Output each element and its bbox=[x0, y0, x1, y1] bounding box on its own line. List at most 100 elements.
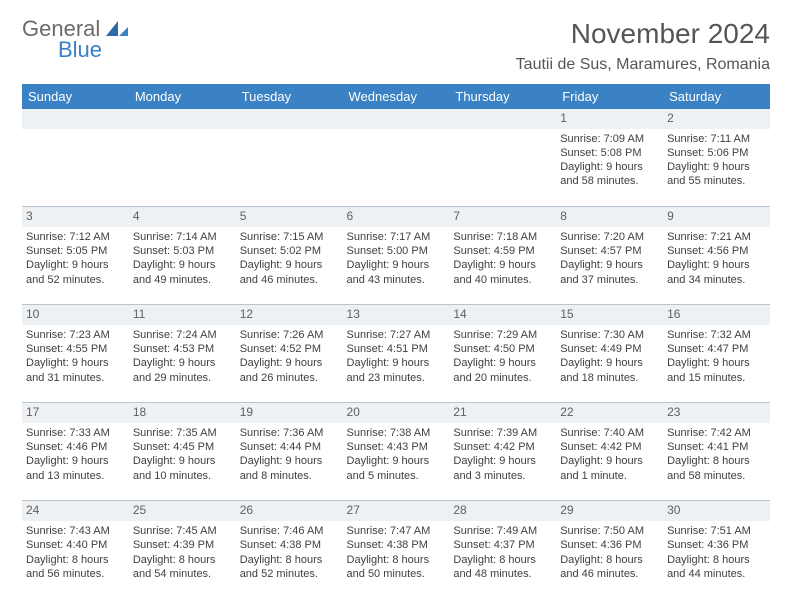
day-cell: Sunrise: 7:23 AMSunset: 4:55 PMDaylight:… bbox=[22, 325, 129, 403]
day-number: 12 bbox=[236, 305, 343, 325]
day-info: Sunrise: 7:09 AMSunset: 5:08 PMDaylight:… bbox=[560, 132, 659, 189]
day-number bbox=[236, 109, 343, 129]
brand-line2: Blue bbox=[58, 39, 102, 61]
day-info: Sunrise: 7:21 AMSunset: 4:56 PMDaylight:… bbox=[667, 230, 766, 287]
day-number: 17 bbox=[22, 403, 129, 423]
day-cell: Sunrise: 7:43 AMSunset: 4:40 PMDaylight:… bbox=[22, 521, 129, 599]
day-cell: Sunrise: 7:20 AMSunset: 4:57 PMDaylight:… bbox=[556, 227, 663, 305]
day-cell: Sunrise: 7:09 AMSunset: 5:08 PMDaylight:… bbox=[556, 129, 663, 207]
day-info: Sunrise: 7:33 AMSunset: 4:46 PMDaylight:… bbox=[26, 426, 125, 483]
day-info: Sunrise: 7:36 AMSunset: 4:44 PMDaylight:… bbox=[240, 426, 339, 483]
daynum-row: 24252627282930 bbox=[22, 501, 770, 521]
day-number: 22 bbox=[556, 403, 663, 423]
day-cell: Sunrise: 7:21 AMSunset: 4:56 PMDaylight:… bbox=[663, 227, 770, 305]
day-number: 14 bbox=[449, 305, 556, 325]
header: General Blue November 2024 Tautii de Sus… bbox=[22, 18, 770, 74]
day-number: 9 bbox=[663, 207, 770, 227]
day-info: Sunrise: 7:45 AMSunset: 4:39 PMDaylight:… bbox=[133, 524, 232, 581]
day-number: 26 bbox=[236, 501, 343, 521]
day-info: Sunrise: 7:38 AMSunset: 4:43 PMDaylight:… bbox=[347, 426, 446, 483]
info-row: Sunrise: 7:33 AMSunset: 4:46 PMDaylight:… bbox=[22, 423, 770, 501]
day-cell bbox=[22, 129, 129, 207]
day-number: 19 bbox=[236, 403, 343, 423]
day-header: Thursday bbox=[449, 84, 556, 109]
day-header: Saturday bbox=[663, 84, 770, 109]
day-number bbox=[449, 109, 556, 129]
day-info: Sunrise: 7:40 AMSunset: 4:42 PMDaylight:… bbox=[560, 426, 659, 483]
daynum-row: 17181920212223 bbox=[22, 403, 770, 423]
day-cell: Sunrise: 7:12 AMSunset: 5:05 PMDaylight:… bbox=[22, 227, 129, 305]
day-info: Sunrise: 7:26 AMSunset: 4:52 PMDaylight:… bbox=[240, 328, 339, 385]
day-cell: Sunrise: 7:11 AMSunset: 5:06 PMDaylight:… bbox=[663, 129, 770, 207]
day-cell: Sunrise: 7:32 AMSunset: 4:47 PMDaylight:… bbox=[663, 325, 770, 403]
day-info: Sunrise: 7:51 AMSunset: 4:36 PMDaylight:… bbox=[667, 524, 766, 581]
day-info: Sunrise: 7:47 AMSunset: 4:38 PMDaylight:… bbox=[347, 524, 446, 581]
day-number: 25 bbox=[129, 501, 236, 521]
day-number: 29 bbox=[556, 501, 663, 521]
day-cell bbox=[449, 129, 556, 207]
day-info: Sunrise: 7:50 AMSunset: 4:36 PMDaylight:… bbox=[560, 524, 659, 581]
day-number: 16 bbox=[663, 305, 770, 325]
day-cell bbox=[236, 129, 343, 207]
day-info: Sunrise: 7:46 AMSunset: 4:38 PMDaylight:… bbox=[240, 524, 339, 581]
day-number: 3 bbox=[22, 207, 129, 227]
day-number: 18 bbox=[129, 403, 236, 423]
day-info: Sunrise: 7:27 AMSunset: 4:51 PMDaylight:… bbox=[347, 328, 446, 385]
daynum-row: 12 bbox=[22, 109, 770, 129]
day-header: Tuesday bbox=[236, 84, 343, 109]
day-info: Sunrise: 7:12 AMSunset: 5:05 PMDaylight:… bbox=[26, 230, 125, 287]
day-info: Sunrise: 7:42 AMSunset: 4:41 PMDaylight:… bbox=[667, 426, 766, 483]
day-info: Sunrise: 7:24 AMSunset: 4:53 PMDaylight:… bbox=[133, 328, 232, 385]
day-cell: Sunrise: 7:33 AMSunset: 4:46 PMDaylight:… bbox=[22, 423, 129, 501]
day-cell: Sunrise: 7:49 AMSunset: 4:37 PMDaylight:… bbox=[449, 521, 556, 599]
day-cell: Sunrise: 7:46 AMSunset: 4:38 PMDaylight:… bbox=[236, 521, 343, 599]
day-number bbox=[129, 109, 236, 129]
day-number: 10 bbox=[22, 305, 129, 325]
day-number: 15 bbox=[556, 305, 663, 325]
info-row: Sunrise: 7:43 AMSunset: 4:40 PMDaylight:… bbox=[22, 521, 770, 599]
day-cell: Sunrise: 7:27 AMSunset: 4:51 PMDaylight:… bbox=[343, 325, 450, 403]
day-info: Sunrise: 7:23 AMSunset: 4:55 PMDaylight:… bbox=[26, 328, 125, 385]
day-number: 23 bbox=[663, 403, 770, 423]
brand-logo: General Blue bbox=[22, 18, 128, 61]
day-cell: Sunrise: 7:51 AMSunset: 4:36 PMDaylight:… bbox=[663, 521, 770, 599]
day-cell: Sunrise: 7:35 AMSunset: 4:45 PMDaylight:… bbox=[129, 423, 236, 501]
day-number: 27 bbox=[343, 501, 450, 521]
day-cell bbox=[343, 129, 450, 207]
day-cell: Sunrise: 7:18 AMSunset: 4:59 PMDaylight:… bbox=[449, 227, 556, 305]
day-info: Sunrise: 7:32 AMSunset: 4:47 PMDaylight:… bbox=[667, 328, 766, 385]
location: Tautii de Sus, Maramures, Romania bbox=[516, 56, 770, 74]
calendar-header-row: SundayMondayTuesdayWednesdayThursdayFrid… bbox=[22, 84, 770, 109]
day-cell: Sunrise: 7:39 AMSunset: 4:42 PMDaylight:… bbox=[449, 423, 556, 501]
month-title: November 2024 bbox=[516, 18, 770, 50]
day-cell: Sunrise: 7:47 AMSunset: 4:38 PMDaylight:… bbox=[343, 521, 450, 599]
day-info: Sunrise: 7:43 AMSunset: 4:40 PMDaylight:… bbox=[26, 524, 125, 581]
day-info: Sunrise: 7:14 AMSunset: 5:03 PMDaylight:… bbox=[133, 230, 232, 287]
day-cell: Sunrise: 7:40 AMSunset: 4:42 PMDaylight:… bbox=[556, 423, 663, 501]
day-number: 4 bbox=[129, 207, 236, 227]
title-block: November 2024 Tautii de Sus, Maramures, … bbox=[516, 18, 770, 74]
day-number: 8 bbox=[556, 207, 663, 227]
day-number bbox=[343, 109, 450, 129]
day-cell: Sunrise: 7:26 AMSunset: 4:52 PMDaylight:… bbox=[236, 325, 343, 403]
day-cell: Sunrise: 7:38 AMSunset: 4:43 PMDaylight:… bbox=[343, 423, 450, 501]
day-number: 7 bbox=[449, 207, 556, 227]
calendar-table: SundayMondayTuesdayWednesdayThursdayFrid… bbox=[22, 84, 770, 599]
info-row: Sunrise: 7:09 AMSunset: 5:08 PMDaylight:… bbox=[22, 129, 770, 207]
day-cell: Sunrise: 7:50 AMSunset: 4:36 PMDaylight:… bbox=[556, 521, 663, 599]
day-cell: Sunrise: 7:15 AMSunset: 5:02 PMDaylight:… bbox=[236, 227, 343, 305]
day-number: 30 bbox=[663, 501, 770, 521]
day-info: Sunrise: 7:30 AMSunset: 4:49 PMDaylight:… bbox=[560, 328, 659, 385]
day-cell: Sunrise: 7:42 AMSunset: 4:41 PMDaylight:… bbox=[663, 423, 770, 501]
day-number: 5 bbox=[236, 207, 343, 227]
day-number: 11 bbox=[129, 305, 236, 325]
day-number: 2 bbox=[663, 109, 770, 129]
day-cell: Sunrise: 7:30 AMSunset: 4:49 PMDaylight:… bbox=[556, 325, 663, 403]
day-cell: Sunrise: 7:29 AMSunset: 4:50 PMDaylight:… bbox=[449, 325, 556, 403]
day-number bbox=[22, 109, 129, 129]
day-info: Sunrise: 7:15 AMSunset: 5:02 PMDaylight:… bbox=[240, 230, 339, 287]
day-header: Sunday bbox=[22, 84, 129, 109]
day-info: Sunrise: 7:49 AMSunset: 4:37 PMDaylight:… bbox=[453, 524, 552, 581]
day-cell: Sunrise: 7:36 AMSunset: 4:44 PMDaylight:… bbox=[236, 423, 343, 501]
info-row: Sunrise: 7:12 AMSunset: 5:05 PMDaylight:… bbox=[22, 227, 770, 305]
